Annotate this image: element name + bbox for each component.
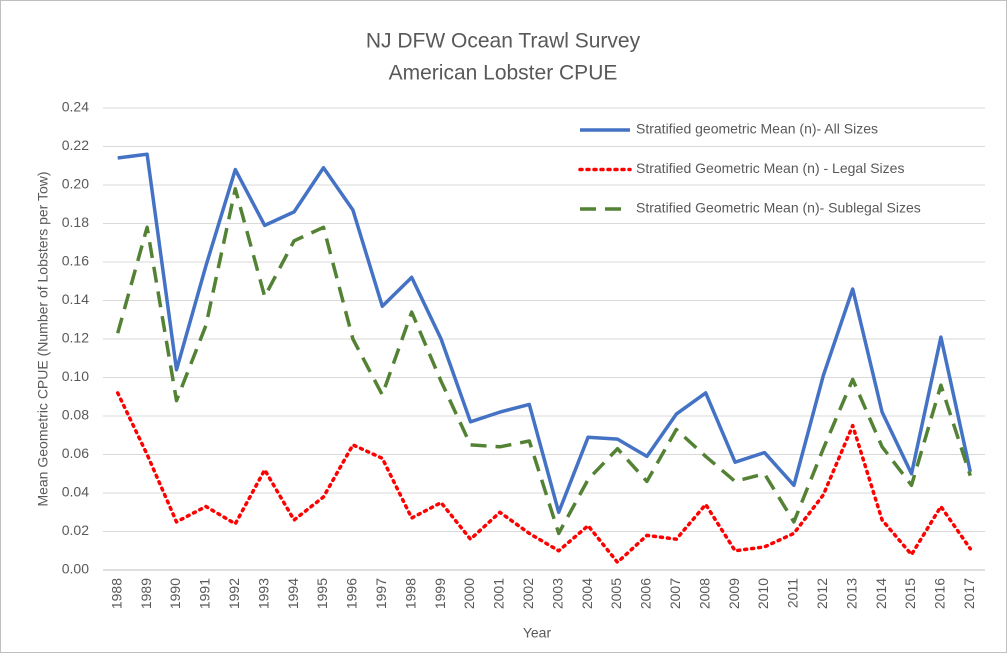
y-tick-label: 0.22 bbox=[62, 137, 89, 153]
x-tick-label: 1993 bbox=[255, 578, 271, 609]
x-tick-label: 1997 bbox=[373, 578, 389, 609]
x-tick-label: 2014 bbox=[873, 578, 889, 609]
line-series bbox=[116, 187, 972, 536]
x-axis-label: Year bbox=[523, 625, 552, 641]
x-tick-label: 2001 bbox=[491, 578, 507, 609]
legend-label: Stratified Geometric Mean (n) - Legal Si… bbox=[636, 160, 904, 176]
y-tick-label: 0.06 bbox=[62, 445, 89, 461]
x-tick-label: 1989 bbox=[138, 578, 154, 609]
y-tick-label: 0.02 bbox=[62, 522, 89, 538]
line-series bbox=[117, 152, 973, 515]
x-tick-label: 1998 bbox=[402, 578, 418, 609]
x-tick-label: 2007 bbox=[667, 578, 683, 609]
x-tick-label: 2008 bbox=[696, 578, 712, 609]
x-tick-label: 2004 bbox=[579, 578, 595, 609]
x-tick-label: 1994 bbox=[285, 578, 301, 609]
x-tick-label: 2017 bbox=[961, 578, 977, 609]
x-tick-label: 2011 bbox=[785, 578, 801, 608]
y-tick-label: 0.16 bbox=[62, 253, 89, 269]
x-tick-label: 1995 bbox=[314, 578, 330, 609]
x-tick-label: 2003 bbox=[549, 578, 565, 609]
x-tick-label: 2009 bbox=[726, 578, 742, 609]
x-tick-label: 2000 bbox=[461, 578, 477, 609]
y-tick-label: 0.24 bbox=[62, 99, 89, 115]
legend-label: Stratified geometric Mean (n)- All Sizes bbox=[636, 121, 878, 137]
y-tick-label: 0.10 bbox=[62, 368, 89, 384]
y-tick-label: 0.12 bbox=[62, 330, 89, 346]
x-tick-label: 2016 bbox=[932, 578, 948, 609]
x-tick-label: 1992 bbox=[226, 578, 242, 609]
x-tick-label: 1991 bbox=[197, 578, 213, 609]
line-series bbox=[115, 391, 973, 565]
y-tick-label: 0.08 bbox=[62, 407, 89, 423]
y-axis-label: Mean Geometric CPUE (Number of Lobsters … bbox=[35, 171, 51, 506]
y-tick-label: 0.18 bbox=[62, 214, 89, 230]
y-tick-label: 0.20 bbox=[62, 176, 89, 192]
x-tick-label: 2006 bbox=[638, 578, 654, 609]
x-tick-label: 2012 bbox=[814, 578, 830, 609]
x-tick-label: 1999 bbox=[432, 578, 448, 609]
y-tick-label: 0.00 bbox=[62, 561, 89, 577]
x-tick-label: 1990 bbox=[167, 578, 183, 609]
y-tick-label: 0.04 bbox=[62, 484, 89, 500]
y-tick-label: 0.14 bbox=[62, 291, 89, 307]
x-tick-label: 1988 bbox=[108, 578, 124, 609]
x-tick-label: 1996 bbox=[344, 578, 360, 609]
chart-subtitle: American Lobster CPUE bbox=[389, 62, 618, 85]
x-tick-label: 2002 bbox=[520, 578, 536, 609]
x-tick-label: 2005 bbox=[608, 578, 624, 609]
x-tick-label: 2010 bbox=[755, 578, 771, 609]
legend-label: Stratified Geometric Mean (n)- Sublegal … bbox=[636, 200, 921, 216]
x-tick-label: 2015 bbox=[902, 578, 918, 609]
chart-title: NJ DFW Ocean Trawl Survey bbox=[366, 30, 641, 53]
x-tick-label: 2013 bbox=[843, 578, 859, 609]
